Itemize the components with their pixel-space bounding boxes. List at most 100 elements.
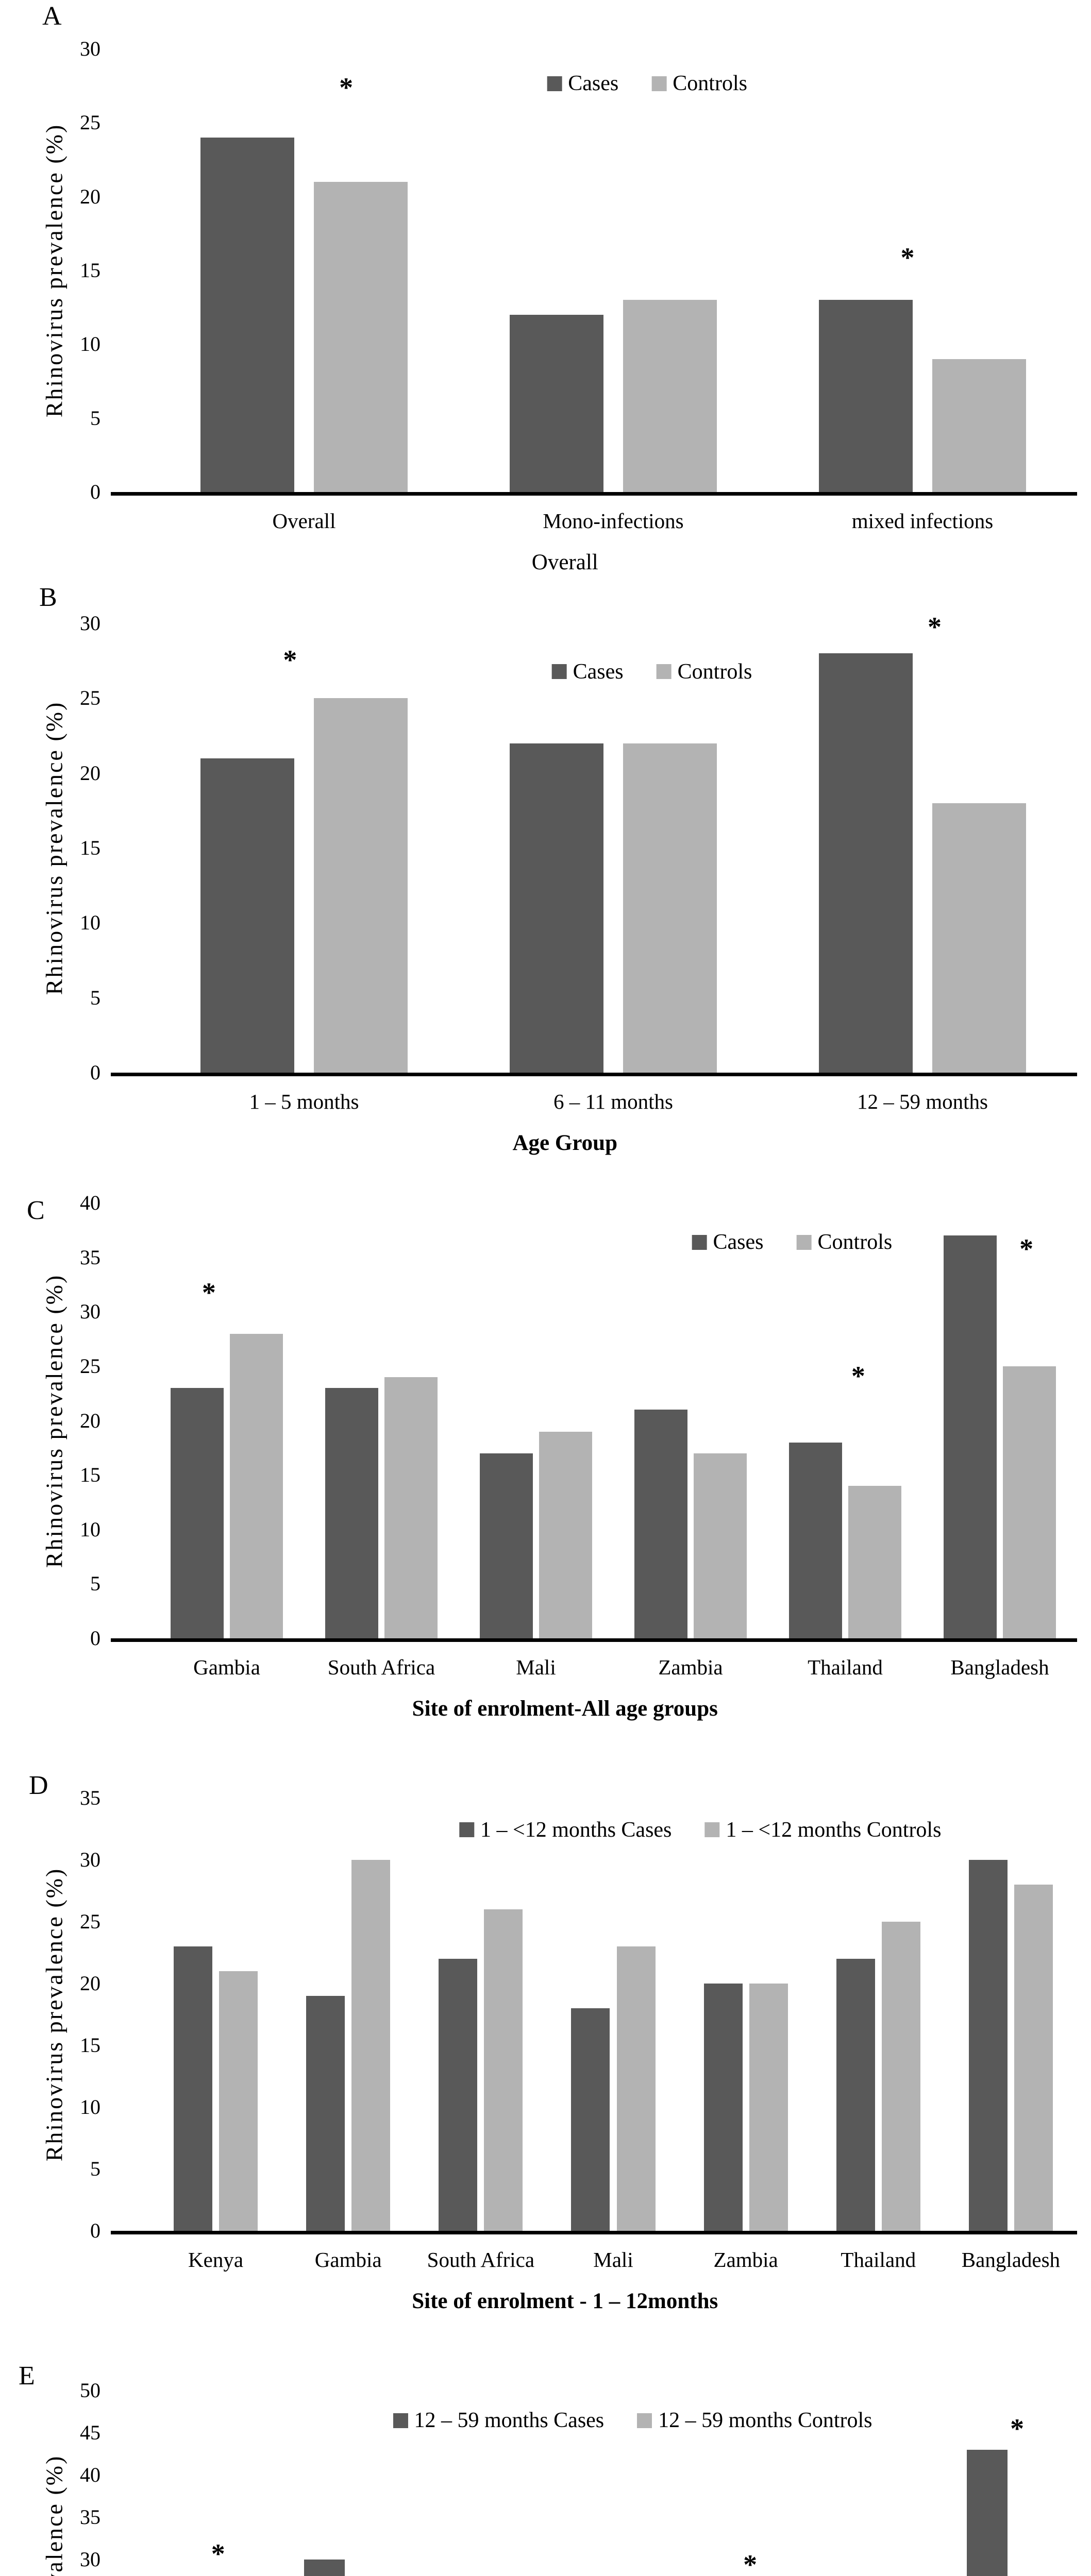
cases-bar-1 xyxy=(174,1946,212,2231)
legend-entry-controls: Controls xyxy=(651,71,747,96)
y-tick-label: 15 xyxy=(80,1463,100,1487)
x-category-label: Bangladesh xyxy=(961,2248,1061,2272)
controls-swatch-icon xyxy=(656,664,672,680)
cases-bar-1 xyxy=(200,138,295,492)
cases-bar-2 xyxy=(510,315,604,492)
controls-bar-7 xyxy=(1014,1885,1053,2231)
x-category-label: Kenya xyxy=(188,2248,244,2272)
bar-group-south-africa xyxy=(325,1377,438,1638)
x-category-label: South Africa xyxy=(327,1655,435,1679)
bar-group-zambia xyxy=(703,1984,788,2231)
legend-entry-controls: 12 – 59 months Controls xyxy=(637,2408,872,2433)
legend-label: 12 – 59 months Cases xyxy=(414,2409,605,2433)
cases-bar-3 xyxy=(819,653,913,1073)
cases-bar-5 xyxy=(703,1984,743,2231)
cases-bar-7 xyxy=(967,2449,1008,2576)
y-tick-label: 15 xyxy=(80,836,100,859)
x-category-label: Overall xyxy=(272,509,336,533)
y-tick-label: 20 xyxy=(80,761,100,785)
plot-area-C: 0 5 10 15 20 25 30 35 40 Gambia South Africa Mali Za… xyxy=(80,1192,1077,1721)
significance-asterisk: * xyxy=(202,1277,216,1308)
controls-bar-1 xyxy=(313,182,408,492)
significance-asterisk: * xyxy=(283,644,297,675)
panel-A: A Rhinovirus prevalence (%) 0 5 10 15 20 25 30 Ov… xyxy=(0,0,1091,577)
legend-label: 1 – <12 months Cases xyxy=(480,1818,672,1842)
y-tick-label: 30 xyxy=(80,37,100,60)
legend: Cases Controls xyxy=(547,71,747,96)
controls-bar-3 xyxy=(932,803,1026,1073)
y-tick-label: 30 xyxy=(80,1300,100,1324)
y-tick-label: 0 xyxy=(90,480,100,503)
controls-bar-1 xyxy=(229,1333,283,1638)
y-tick-label: 20 xyxy=(80,1972,100,1995)
controls-bar-2 xyxy=(623,743,717,1073)
x-category-label: Thailand xyxy=(808,1655,883,1679)
controls-bar-1 xyxy=(219,1971,258,2231)
bar-group-gambia xyxy=(306,1860,391,2231)
controls-bar-3 xyxy=(484,1909,523,2231)
plot-area-A: 0 5 10 15 20 25 30 Overall Mono-infections mixed … xyxy=(80,38,1077,574)
y-tick-label: 5 xyxy=(90,1572,100,1596)
panel-B: B Rhinovirus prevalence (%) 0 5 10 15 20 25 30 1 … xyxy=(0,577,1091,1159)
panel-letter-A: A xyxy=(42,2,62,31)
plot-area-E: 05101520253035404550KenyaGambiaSouth Afr… xyxy=(80,2380,1077,2576)
bar-group-overall xyxy=(200,138,408,492)
y-tick-label: 25 xyxy=(80,111,100,134)
bar-group-bangladesh xyxy=(968,1860,1053,2231)
y-tick-label: 45 xyxy=(80,2421,100,2444)
bar-group-mono-infections xyxy=(510,300,717,492)
bar-group-zambia xyxy=(634,1410,747,1638)
legend-label: 1 – <12 months Controls xyxy=(726,1818,942,1842)
y-tick-label: 0 xyxy=(90,2219,100,2242)
legend: Cases Controls xyxy=(692,1230,892,1255)
legend: 1 – <12 months Cases 1 – <12 months Contr… xyxy=(459,1818,941,1842)
legend-label: 12 – 59 months Controls xyxy=(658,2409,872,2433)
controls-swatch-icon xyxy=(651,76,667,91)
bar-group-6-11-months xyxy=(510,743,717,1073)
bar-group-mali xyxy=(571,1946,656,2231)
cases-bar-4 xyxy=(571,2008,610,2231)
legend-label: Controls xyxy=(673,72,747,95)
legend-label: Cases xyxy=(573,659,624,684)
y-tick-label: 10 xyxy=(80,1517,100,1541)
y-tick-label: 15 xyxy=(80,259,100,282)
cases-bar-4 xyxy=(634,1410,688,1638)
bars-container xyxy=(111,1798,1077,2231)
x-category-label: Mali xyxy=(516,1655,556,1679)
bar-group-south-africa xyxy=(439,1909,523,2231)
x-category-label: Mali xyxy=(593,2248,633,2272)
controls-swatch-icon xyxy=(637,2413,652,2428)
x-category-label: Gambia xyxy=(314,2248,382,2272)
controls-bar-5 xyxy=(749,1984,788,2231)
y-tick-label: 30 xyxy=(80,1848,100,1871)
x-category-label: 1 – 5 months xyxy=(249,1090,359,1113)
panel-C: C Rhinovirus prevalence (%) 0 5 10 15 20 25 30 35… xyxy=(0,1159,1091,1747)
controls-bar-2 xyxy=(351,1860,391,2231)
bars-container xyxy=(111,1203,1077,1638)
controls-bar-5 xyxy=(848,1486,901,1638)
x-category-label: Mono-infections xyxy=(543,509,684,533)
legend-entry-controls: Controls xyxy=(656,659,752,684)
cases-swatch-icon xyxy=(547,76,562,91)
significance-asterisk: * xyxy=(1019,1233,1034,1265)
panel-letter-D: D xyxy=(29,1771,48,1800)
bar-group-bangladesh xyxy=(944,1235,1056,1638)
legend-label: Cases xyxy=(713,1230,764,1255)
cases-bar-2 xyxy=(304,2560,345,2576)
bar-group-bangladesh xyxy=(967,2449,1055,2576)
y-tick-label: 5 xyxy=(90,2157,100,2181)
bar-group-thailand xyxy=(836,1922,920,2231)
bars-container xyxy=(111,49,1077,492)
x-category-label: 12 – 59 months xyxy=(857,1090,988,1113)
cases-bar-6 xyxy=(836,1959,875,2231)
legend-entry-controls: Controls xyxy=(796,1230,892,1255)
y-tick-label: 25 xyxy=(80,1910,100,1933)
legend-entry-cases: 12 – 59 months Cases xyxy=(393,2408,604,2433)
significance-asterisk: * xyxy=(927,611,942,642)
y-tick-label: 35 xyxy=(80,1245,100,1269)
y-tick-label: 5 xyxy=(90,406,100,430)
significance-asterisk: * xyxy=(743,2549,758,2576)
cases-swatch-icon xyxy=(459,1822,475,1838)
y-tick-label: 0 xyxy=(90,1626,100,1650)
